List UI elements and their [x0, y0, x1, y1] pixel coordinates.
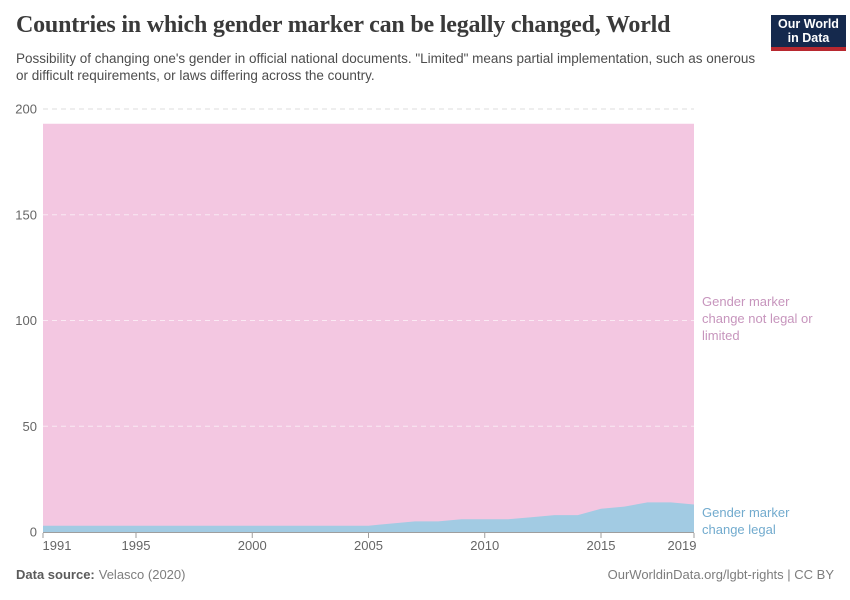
- series-label-line: change legal: [702, 522, 776, 537]
- x-axis-label: 1995: [122, 538, 151, 553]
- x-axis-label: 2000: [238, 538, 267, 553]
- series-label-line: Gender marker: [702, 294, 790, 309]
- y-axis-label: 150: [15, 207, 37, 222]
- x-axis-label: 1991: [43, 538, 72, 553]
- y-axis-label: 200: [15, 102, 37, 117]
- series-label-line: limited: [702, 328, 740, 343]
- chart-title: Countries in which gender marker can be …: [16, 12, 671, 38]
- owid-logo-line2: in Data: [787, 31, 830, 45]
- area-legal[interactable]: [43, 502, 694, 532]
- owid-logo[interactable]: Our World in Data: [771, 15, 846, 51]
- y-axis-label: 50: [23, 419, 37, 434]
- x-axis-label: 2015: [587, 538, 616, 553]
- series-label-legal[interactable]: Gender marker change legal: [702, 504, 842, 538]
- x-axis-label: 2019: [668, 538, 697, 553]
- series-label-line: Gender marker: [702, 505, 790, 520]
- data-source-label: Data source:: [16, 567, 95, 582]
- series-label-line: change not legal or: [702, 311, 813, 326]
- owid-logo-line1: Our World: [778, 17, 839, 31]
- chart-subtitle: Possibility of changing one's gender in …: [16, 51, 756, 83]
- data-source-value: Velasco (2020): [98, 567, 186, 582]
- footer-credit[interactable]: OurWorldinData.org/lgbt-rights | CC BY: [607, 567, 834, 582]
- data-source: Data source: Velasco (2020): [16, 567, 185, 582]
- area-not-legal-or-limited[interactable]: [43, 123, 694, 533]
- x-axis-label: 2005: [354, 538, 383, 553]
- y-axis-label: 100: [15, 313, 37, 328]
- chart-footer: Data source: Velasco (2020) OurWorldinDat…: [16, 567, 834, 582]
- x-axis-label: 2010: [470, 538, 499, 553]
- y-axis-label: 0: [30, 525, 37, 540]
- series-label-not-legal-or-limited[interactable]: Gender marker change not legal or limite…: [702, 293, 842, 344]
